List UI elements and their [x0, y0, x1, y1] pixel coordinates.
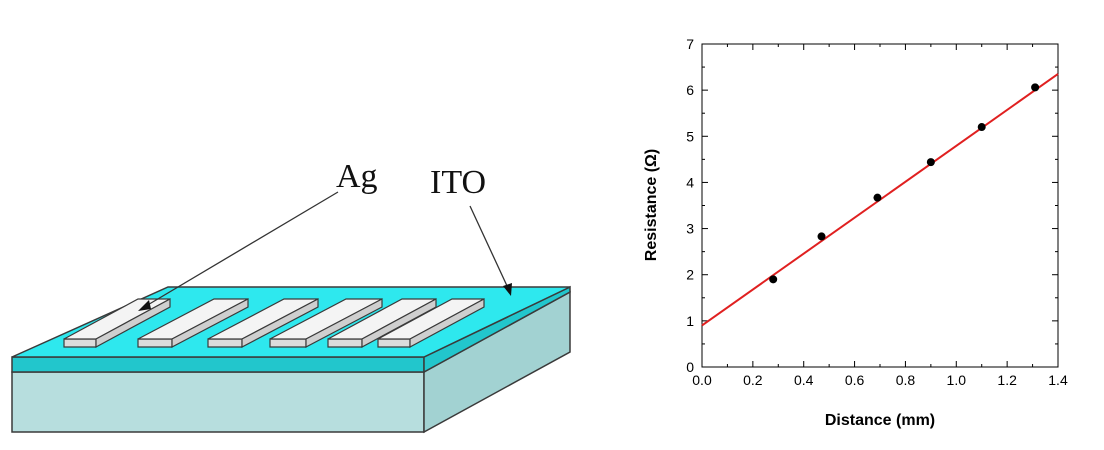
- x-tick-label: 1.0: [947, 372, 967, 388]
- x-tick-label: 1.2: [997, 372, 1017, 388]
- data-point: [977, 123, 986, 132]
- data-points-layer: [769, 83, 1040, 284]
- data-point: [873, 193, 882, 202]
- y-axis-label: Resistance (Ω): [643, 149, 660, 261]
- ito-leader-line: [469, 205, 509, 289]
- y-tick-label: 6: [686, 82, 694, 98]
- ito-label: ITO: [430, 164, 486, 201]
- data-point: [1031, 83, 1040, 92]
- substrate-front-face: [11, 371, 425, 433]
- ag-arrowhead: [138, 300, 151, 311]
- ag-electrodes: [63, 297, 485, 349]
- y-tick-label: 7: [686, 36, 694, 52]
- y-tick-label: 0: [686, 359, 694, 375]
- ag-electrode: [137, 298, 249, 348]
- device-schematic: Ag ITO: [11, 158, 571, 434]
- x-tick-label: 0.6: [845, 372, 865, 388]
- ag-electrode: [377, 297, 485, 349]
- data-point: [769, 275, 778, 284]
- plot-frame: [701, 43, 1059, 368]
- x-axis-ticks: 0.0 0.2 0.4 0.6 0.8 1.0 1.2 1.4: [692, 44, 1068, 388]
- y-tick-label: 4: [686, 174, 694, 190]
- y-tick-label: 3: [686, 221, 694, 237]
- x-tick-label: 0.4: [794, 372, 814, 388]
- y-tick-label: 1: [686, 313, 694, 329]
- y-tick-label: 5: [686, 128, 694, 144]
- y-tick-label: 2: [686, 267, 694, 283]
- x-tick-label: 0.0: [692, 372, 712, 388]
- resistance-plot: 0.0 0.2 0.4 0.6 0.8 1.0 1.2 1.4 0 1 2 3 4 5 6 7 Distan…: [643, 36, 1068, 429]
- x-tick-label: 0.8: [896, 372, 916, 388]
- data-point: [926, 158, 935, 167]
- ag-electrode: [269, 298, 383, 348]
- ag-leader-line: [145, 191, 339, 307]
- x-axis-label: Distance (mm): [825, 412, 935, 429]
- x-tick-label: 1.4: [1048, 372, 1068, 388]
- ito-front-edge: [11, 356, 425, 373]
- data-point: [817, 232, 826, 241]
- x-tick-label: 0.2: [743, 372, 763, 388]
- ag-electrode: [327, 297, 437, 349]
- ag-electrode: [207, 298, 319, 348]
- ag-label: Ag: [336, 158, 378, 195]
- ito-arrowhead: [503, 283, 512, 296]
